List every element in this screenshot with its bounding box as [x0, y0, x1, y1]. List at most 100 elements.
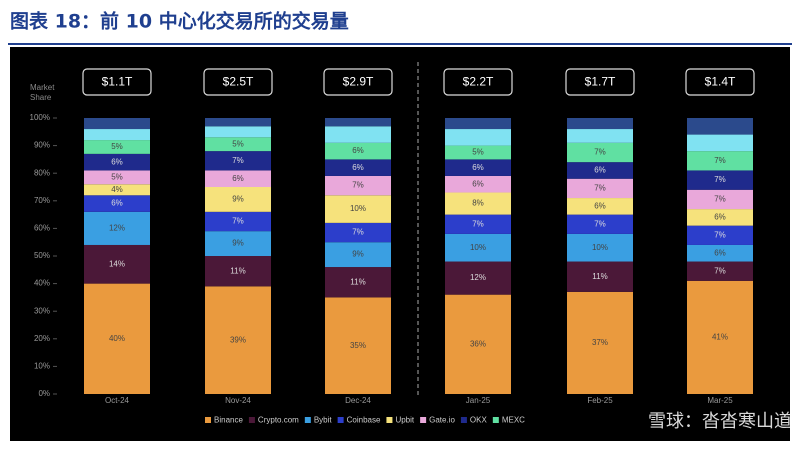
x-tick-label: Mar-25 — [707, 396, 733, 405]
bar-segment — [687, 209, 753, 226]
legend-label: MEXC — [502, 416, 525, 425]
value-label: 9% — [232, 239, 244, 248]
bar-segment — [445, 145, 511, 160]
bar-segment — [445, 233, 511, 262]
bar-segment — [84, 244, 150, 284]
bar-segment — [445, 214, 511, 234]
value-label: 9% — [352, 250, 364, 259]
value-label: 36% — [470, 339, 486, 348]
value-label: 7% — [714, 195, 726, 204]
value-label: 5% — [232, 139, 244, 148]
legend-swatch — [420, 417, 427, 423]
value-label: 9% — [232, 195, 244, 204]
bar-segment — [84, 195, 150, 212]
bar-segment — [205, 151, 271, 171]
total-label: $2.2T — [463, 75, 494, 89]
legend-label: Upbit — [395, 416, 414, 425]
legend-label: Gate.io — [429, 416, 455, 425]
total-box — [443, 68, 513, 96]
x-tick-label: Nov-24 — [225, 396, 251, 405]
value-label: 11% — [230, 266, 245, 275]
value-label: 6% — [594, 166, 606, 175]
value-label: 7% — [714, 230, 726, 239]
bar-segment — [205, 286, 271, 394]
y-axis-label: Market — [30, 83, 55, 92]
value-label: 10% — [350, 204, 366, 213]
y-tick-label: 30% — [34, 306, 50, 315]
bar-segment — [445, 175, 511, 193]
bar-segment — [205, 211, 271, 232]
bar-segment — [205, 256, 271, 287]
y-tick-label: 60% — [34, 224, 50, 233]
legend-swatch — [304, 417, 311, 423]
value-label: 6% — [352, 146, 364, 155]
value-label: 5% — [472, 148, 484, 157]
bar-segment — [445, 159, 511, 176]
bar-segment — [445, 129, 511, 146]
total-box — [685, 68, 755, 96]
x-tick-label: Dec-24 — [345, 396, 371, 405]
chart-title: 图表 18：前 10 中心化交易所的交易量 — [10, 10, 349, 33]
legend-label: Binance — [214, 416, 243, 425]
bar-segment — [687, 118, 753, 135]
bar-segment — [205, 187, 271, 212]
bar-segment — [205, 170, 271, 187]
y-tick-label: 80% — [34, 168, 50, 177]
total-label: $1.1T — [102, 75, 133, 89]
bar-segment — [84, 184, 150, 196]
bar-segment — [325, 297, 391, 394]
value-label: 7% — [594, 219, 606, 228]
value-label: 7% — [714, 266, 726, 275]
value-label: 7% — [232, 156, 244, 165]
value-label: 40% — [109, 334, 125, 343]
total-box — [323, 68, 393, 96]
y-tick-label: 20% — [34, 334, 50, 343]
bar-segment — [325, 175, 391, 196]
x-tick-label: Jan-25 — [466, 396, 491, 405]
bar-segment — [205, 231, 271, 256]
value-label: 7% — [352, 228, 364, 237]
value-label: 12% — [470, 273, 486, 282]
legend-label: OKX — [470, 416, 488, 425]
bar-segment — [567, 261, 633, 292]
x-tick-label: Feb-25 — [587, 396, 613, 405]
bar-segment — [687, 189, 753, 210]
total-box — [565, 68, 635, 96]
value-label: 6% — [472, 163, 484, 172]
bar-segment — [205, 137, 271, 152]
y-tick-label: 0% — [38, 389, 50, 398]
bar-segment — [325, 118, 391, 127]
bar-segment — [84, 170, 150, 185]
value-label: 6% — [352, 163, 364, 172]
bar-segment — [325, 267, 391, 298]
value-label: 4% — [111, 185, 123, 194]
total-label: $1.4T — [705, 75, 736, 89]
y-tick-label: 100% — [30, 113, 50, 122]
bar-segment — [687, 261, 753, 281]
total-label: $1.7T — [585, 75, 616, 89]
bar-segment — [325, 222, 391, 243]
y-tick-label: 10% — [34, 362, 50, 371]
bar-segment — [567, 214, 633, 234]
value-label: 10% — [470, 243, 486, 252]
bar-segment — [567, 178, 633, 199]
bar-segment — [445, 118, 511, 130]
bar-segment — [567, 198, 633, 215]
value-label: 7% — [714, 175, 726, 184]
value-label: 7% — [472, 219, 484, 228]
legend-swatch — [460, 417, 467, 423]
y-axis-label: Share — [30, 93, 52, 102]
value-label: 39% — [230, 335, 246, 344]
bar-segment — [325, 142, 391, 160]
legend-swatch — [205, 417, 211, 423]
legend-swatch — [337, 417, 344, 423]
bar-segment — [567, 142, 633, 163]
value-label: 7% — [714, 156, 726, 165]
value-label: 6% — [111, 157, 123, 166]
value-label: 11% — [350, 277, 365, 286]
value-label: 37% — [592, 338, 608, 347]
bar-segment — [567, 118, 633, 130]
total-box — [82, 68, 152, 96]
x-tick-label: Oct-24 — [105, 396, 130, 405]
legend-label: Crypto.com — [258, 416, 299, 425]
